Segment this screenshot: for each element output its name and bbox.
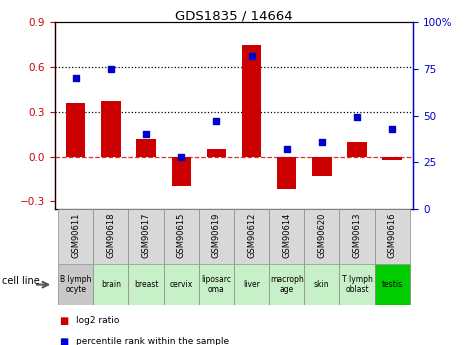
- Text: liver: liver: [243, 280, 260, 289]
- Bar: [199, 264, 234, 305]
- Point: [177, 154, 185, 159]
- Bar: [101, 101, 121, 157]
- Bar: [58, 209, 93, 264]
- Bar: [66, 103, 86, 157]
- Text: GSM90614: GSM90614: [282, 213, 291, 258]
- Bar: [312, 157, 332, 176]
- Text: testis: testis: [381, 280, 403, 289]
- Text: GSM90612: GSM90612: [247, 213, 256, 258]
- Text: skin: skin: [314, 280, 330, 289]
- Bar: [242, 45, 261, 157]
- Point: [248, 53, 256, 59]
- Bar: [207, 149, 226, 157]
- Bar: [199, 209, 234, 264]
- Bar: [234, 209, 269, 264]
- Point: [353, 115, 361, 120]
- Point: [72, 76, 79, 81]
- Bar: [171, 157, 191, 186]
- Bar: [340, 209, 375, 264]
- Bar: [340, 264, 375, 305]
- Bar: [269, 264, 304, 305]
- Bar: [375, 264, 410, 305]
- Text: GSM90620: GSM90620: [317, 213, 326, 258]
- Bar: [269, 209, 304, 264]
- Text: GSM90613: GSM90613: [352, 213, 361, 258]
- Bar: [93, 264, 128, 305]
- Text: macroph
age: macroph age: [270, 275, 304, 294]
- Text: GSM90618: GSM90618: [106, 213, 115, 258]
- Text: GSM90616: GSM90616: [388, 213, 397, 258]
- Text: brain: brain: [101, 280, 121, 289]
- Bar: [277, 157, 296, 189]
- Text: cell line: cell line: [2, 276, 40, 286]
- Bar: [304, 209, 340, 264]
- Text: B lymph
ocyte: B lymph ocyte: [60, 275, 91, 294]
- Text: ■: ■: [59, 316, 68, 326]
- Bar: [93, 209, 128, 264]
- Point: [389, 126, 396, 131]
- Bar: [375, 209, 410, 264]
- Text: GSM90619: GSM90619: [212, 213, 221, 258]
- Bar: [136, 139, 156, 157]
- Point: [318, 139, 326, 145]
- Text: percentile rank within the sample: percentile rank within the sample: [76, 337, 229, 345]
- Bar: [163, 264, 199, 305]
- Point: [107, 66, 114, 72]
- Text: log2 ratio: log2 ratio: [76, 316, 119, 325]
- Bar: [128, 209, 163, 264]
- Text: ■: ■: [59, 337, 68, 345]
- Bar: [347, 142, 367, 157]
- Text: GSM90617: GSM90617: [142, 213, 151, 258]
- Text: T lymph
oblast: T lymph oblast: [342, 275, 372, 294]
- Bar: [304, 264, 340, 305]
- Text: GSM90611: GSM90611: [71, 213, 80, 258]
- Text: breast: breast: [134, 280, 158, 289]
- Point: [142, 131, 150, 137]
- Bar: [382, 157, 402, 159]
- Bar: [128, 264, 163, 305]
- Point: [283, 146, 291, 152]
- Point: [212, 118, 220, 124]
- Text: liposarc
oma: liposarc oma: [201, 275, 231, 294]
- Bar: [234, 264, 269, 305]
- Title: GDS1835 / 14664: GDS1835 / 14664: [175, 9, 293, 22]
- Bar: [163, 209, 199, 264]
- Text: cervix: cervix: [170, 280, 193, 289]
- Bar: [58, 264, 93, 305]
- Text: GSM90615: GSM90615: [177, 213, 186, 258]
